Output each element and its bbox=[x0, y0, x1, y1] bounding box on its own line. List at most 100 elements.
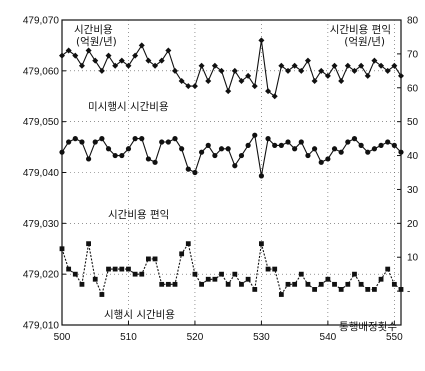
series-point-3 bbox=[119, 266, 125, 272]
series-point-1 bbox=[72, 52, 79, 59]
series-point-1 bbox=[132, 52, 139, 59]
series-point-2 bbox=[139, 136, 145, 142]
series-point-1 bbox=[85, 47, 92, 54]
series-point-3 bbox=[345, 281, 351, 287]
series-point-3 bbox=[139, 271, 145, 277]
series-point-1 bbox=[165, 47, 172, 54]
series-point-1 bbox=[152, 62, 159, 69]
series-point-1 bbox=[92, 57, 99, 64]
series-point-3 bbox=[126, 266, 131, 272]
series-point-1 bbox=[278, 62, 285, 69]
series-point-3 bbox=[385, 266, 391, 272]
series-point-2 bbox=[159, 139, 165, 145]
series-point-3 bbox=[179, 251, 185, 257]
series-point-2 bbox=[112, 152, 118, 159]
series-point-1 bbox=[331, 62, 338, 69]
series-point-1 bbox=[225, 88, 232, 95]
series-point-2 bbox=[152, 159, 158, 165]
series-point-2 bbox=[165, 139, 171, 145]
series-group bbox=[59, 37, 404, 297]
series-point-2 bbox=[212, 152, 218, 159]
series-point-3 bbox=[192, 271, 198, 277]
series-point-2 bbox=[318, 159, 324, 165]
series-point-1 bbox=[338, 78, 345, 84]
series-point-2 bbox=[345, 139, 351, 145]
series-point-2 bbox=[298, 139, 304, 145]
series-point-2 bbox=[338, 149, 344, 155]
series-point-1 bbox=[211, 62, 218, 69]
x-tick-label: 500 bbox=[54, 332, 71, 343]
series-point-3 bbox=[352, 271, 357, 277]
series-point-3 bbox=[338, 287, 344, 292]
annotation-bottom-right: 통행배정횟수 bbox=[339, 321, 397, 333]
series-point-2 bbox=[59, 149, 65, 155]
series-point-1 bbox=[105, 52, 112, 59]
series-point-3 bbox=[358, 281, 364, 287]
series-point-1 bbox=[125, 62, 132, 69]
series-point-2 bbox=[232, 163, 238, 169]
series-point-2 bbox=[325, 156, 331, 162]
annotation-bottom-series: 시행시 시간비용 bbox=[104, 309, 175, 321]
series-point-3 bbox=[185, 241, 191, 247]
series-point-1 bbox=[118, 57, 125, 64]
series-point-3 bbox=[278, 292, 284, 297]
series-point-1 bbox=[172, 67, 178, 74]
series-point-2 bbox=[92, 139, 98, 145]
x-tick-label: 550 bbox=[386, 332, 403, 343]
series-point-1 bbox=[304, 57, 311, 64]
series-point-1 bbox=[271, 93, 278, 100]
series-point-2 bbox=[398, 149, 404, 155]
series-point-1 bbox=[285, 67, 291, 74]
series-point-3 bbox=[219, 271, 224, 277]
left-axis-label-2: (억원/년) bbox=[76, 36, 117, 48]
series-point-2 bbox=[272, 142, 278, 148]
series-point-3 bbox=[378, 276, 384, 282]
right-axis-ticks: 80 70 60 50 40 30 20 10 - bbox=[397, 16, 419, 298]
series-point-2 bbox=[205, 142, 211, 148]
right-axis-label-1: 시간비용 편익 bbox=[330, 23, 391, 36]
series-point-2 bbox=[179, 146, 185, 152]
left-tick-label: 479,070 bbox=[23, 16, 60, 27]
right-axis-label-2: (억원/년) bbox=[344, 36, 385, 48]
series-point-3 bbox=[232, 271, 238, 277]
series-point-2 bbox=[145, 156, 152, 162]
series-point-1 bbox=[344, 62, 351, 69]
series-point-2 bbox=[385, 139, 391, 145]
series-point-2 bbox=[378, 142, 384, 148]
series-point-2 bbox=[85, 156, 92, 162]
series-point-2 bbox=[66, 139, 72, 145]
series-point-1 bbox=[391, 62, 398, 69]
series-point-3 bbox=[292, 281, 298, 287]
series-point-2 bbox=[132, 136, 138, 142]
series-point-1 bbox=[178, 78, 185, 84]
left-axis-label-1: 시간비용 bbox=[74, 24, 113, 36]
series-point-1 bbox=[324, 72, 331, 79]
series-point-1 bbox=[364, 72, 371, 79]
series-point-2 bbox=[371, 146, 378, 152]
series-point-3 bbox=[199, 281, 204, 287]
x-tick-label: 510 bbox=[120, 332, 137, 343]
series-point-3 bbox=[245, 276, 251, 282]
series-point-3 bbox=[259, 241, 264, 247]
series-point-3 bbox=[312, 287, 317, 292]
series-point-1 bbox=[311, 78, 318, 84]
series-point-2 bbox=[225, 146, 231, 152]
series-point-3 bbox=[239, 281, 244, 287]
right-tick-label: 40 bbox=[407, 151, 419, 162]
series-line-2 bbox=[61, 133, 402, 176]
series-point-2 bbox=[99, 136, 105, 142]
series-point-3 bbox=[398, 287, 404, 292]
series-point-1 bbox=[185, 83, 192, 90]
right-tick-label: 10 bbox=[407, 253, 419, 264]
series-point-2 bbox=[278, 142, 284, 148]
series-point-1 bbox=[65, 47, 72, 54]
series-point-1 bbox=[78, 62, 85, 69]
series-point-3 bbox=[325, 276, 331, 282]
series-point-3 bbox=[372, 287, 377, 292]
series-point-3 bbox=[391, 281, 397, 287]
series-point-3 bbox=[205, 276, 211, 282]
series-point-1 bbox=[291, 62, 298, 69]
right-tick-label: 60 bbox=[407, 83, 419, 94]
series-point-2 bbox=[258, 173, 265, 179]
series-point-1 bbox=[218, 67, 225, 74]
